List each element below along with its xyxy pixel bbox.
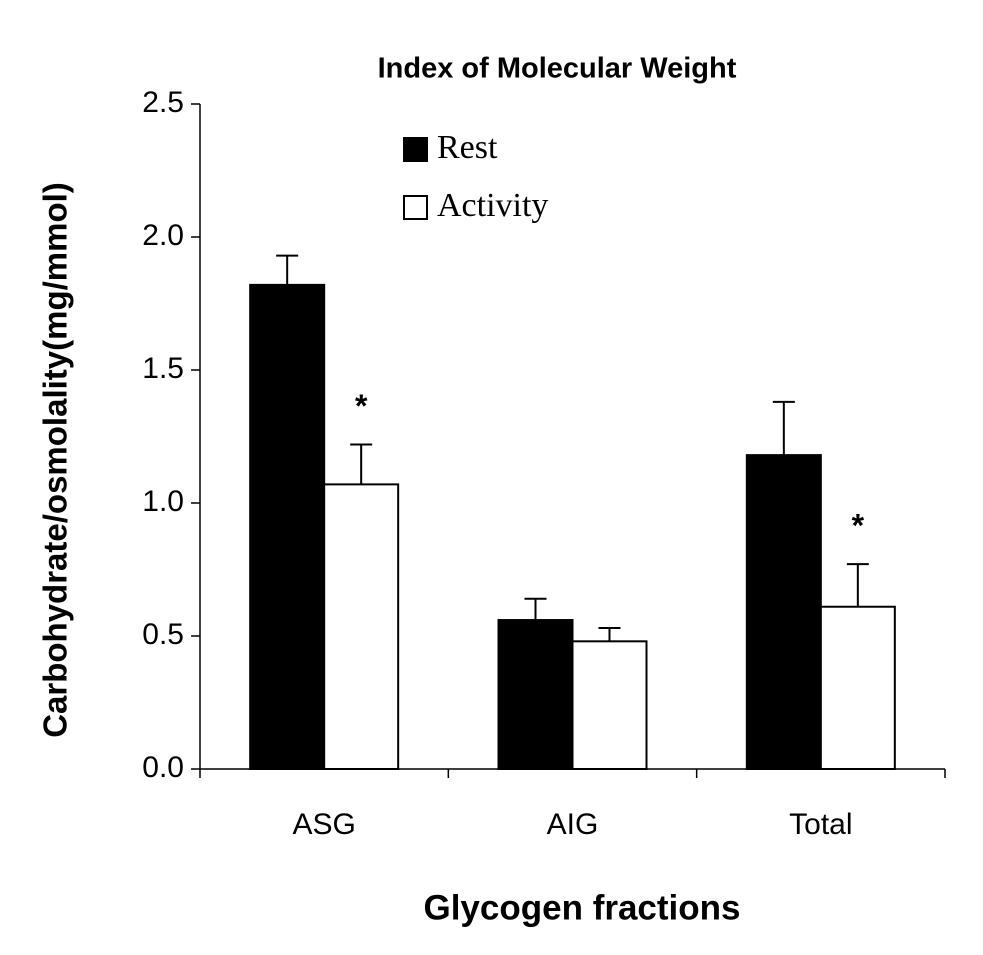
x-axis-label: Glycogen fractions [423, 888, 740, 927]
y-tick-label: 2.5 [142, 86, 184, 119]
y-tick-label: 2.0 [142, 219, 184, 252]
x-tick-label: AIG [547, 808, 599, 841]
x-tick-label: ASG [292, 808, 355, 841]
bar [819, 605, 896, 770]
bar [323, 483, 400, 770]
y-tick-label: 0.5 [142, 618, 184, 651]
y-tick-label: 1.5 [142, 352, 184, 385]
legend-label: Activity [437, 187, 548, 224]
bar [571, 640, 648, 771]
annotation: * [852, 508, 865, 544]
y-tick-label: 0.0 [142, 751, 184, 784]
y-tick-label: 1.0 [142, 485, 184, 518]
annotation: * [355, 388, 368, 424]
bar [497, 619, 574, 770]
y-axis-label: Carbohydrate/osmolality(mg/mmol) [37, 182, 74, 738]
x-tick-label: Total [789, 808, 852, 841]
bar [745, 454, 822, 770]
bar [249, 283, 326, 770]
legend-label: Rest [437, 129, 498, 166]
legend-swatch [403, 195, 428, 220]
chart-title: Index of Molecular Weight [378, 53, 737, 85]
legend-swatch [403, 137, 428, 162]
